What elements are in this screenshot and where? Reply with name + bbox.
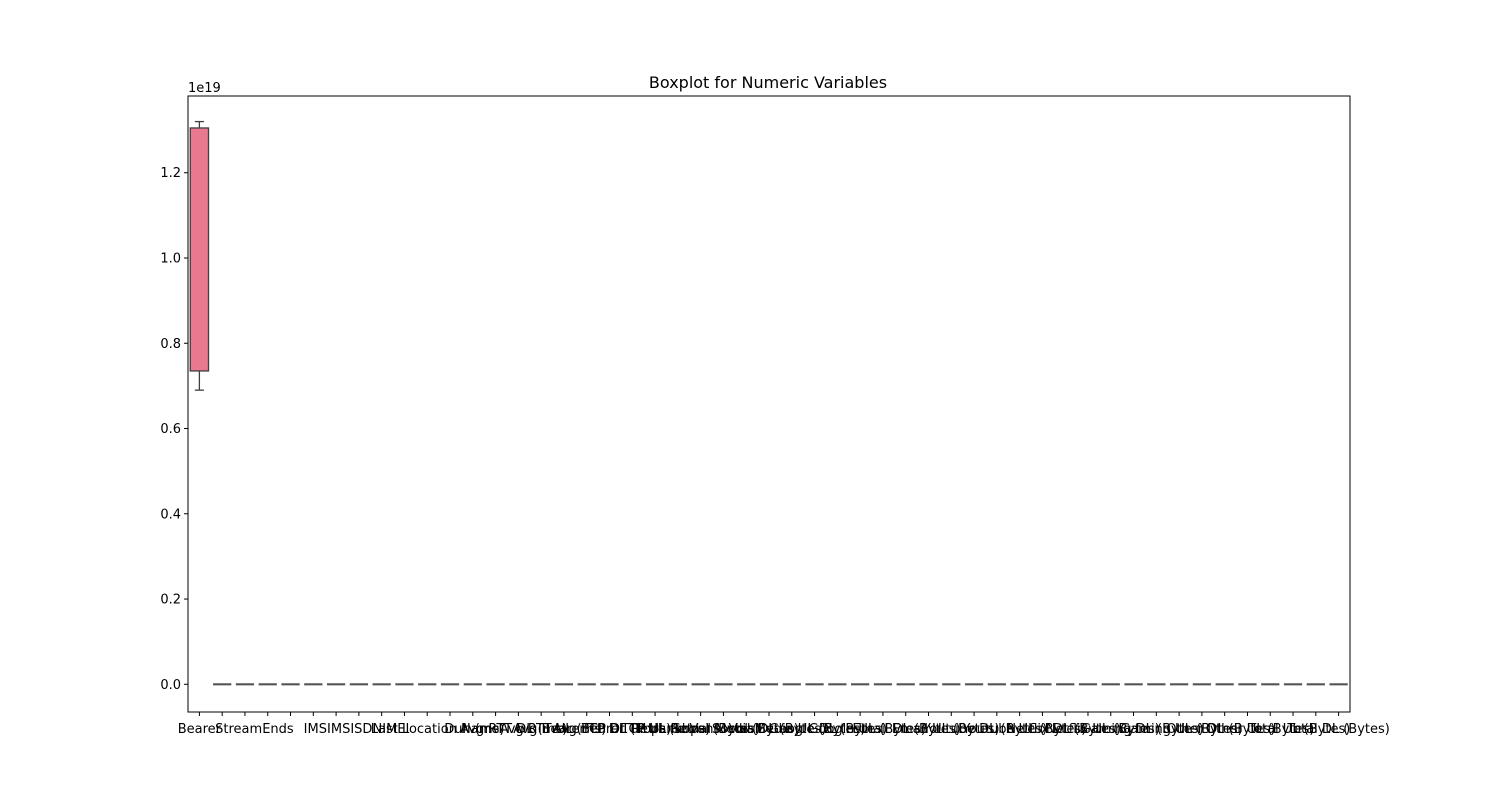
x-tick-label: Last Location Name [371,722,500,737]
y-tick-label: 1.2 [160,166,181,181]
x-tick-label: TCP UL Retrans. Vol (Bytes) [620,722,798,737]
box-series [189,120,1348,686]
box-first-series [189,120,210,391]
y-axis: 0.0 0.2 0.4 0.6 0.8 1.0 1.2 [160,166,188,693]
x-tick-label: Bearer [178,722,222,737]
box-body [189,127,210,372]
x-tick-label: Youtube DL (Bytes) [922,722,1047,737]
x-tick-label: Google DL (Bytes) [769,722,887,737]
x-tick-label: Avg Bearer TP DL (kbps) [513,722,671,737]
x-tick-label: TCP DL Retrans. Vol (Bytes) [581,722,760,737]
x-tick-label: Total DL (Bytes) [1286,722,1390,737]
x-tick-label: Google UL (Bytes) [808,722,926,737]
x-tick-label: Netflix DL (Bytes) [1006,722,1120,737]
x-tick-label: Stream [215,722,262,737]
y-offset-label: 1e19 [188,81,221,96]
x-tick-label: Youtube UL (Bytes) [962,722,1087,737]
x-tick-label: Dur. (ms) [444,722,504,737]
x-tick-label: Netflix UL (Bytes) [1046,722,1160,737]
y-tick-label: 0.2 [160,593,181,608]
y-tick-label: 0.8 [160,337,181,352]
x-tick-label: Avg Bearer TP UL (kbps) [553,722,710,737]
x-tick-label: Avg RTT UL (ms) [500,722,607,737]
x-tick-label: IMSI [304,722,331,737]
x-tick-label: Gaming DL (Bytes) [1081,722,1204,737]
x-tick-label: Ends [262,722,294,737]
chart-title: Boxplot for Numeric Variables [649,73,887,92]
x-tick-label: Gaming UL (Bytes) [1120,722,1242,737]
x-tick-label: Avg RTT DL (ms) [460,722,567,737]
plot-frame [187,95,1351,713]
x-tick-label: Social Media DL (Bytes) [672,722,826,737]
x-tick-label: Other UL (Bytes) [1206,722,1315,737]
y-tick-label: 0.4 [160,507,181,522]
x-tick-label: Other DL (Bytes) [1166,722,1275,737]
y-tick-label: 0.0 [160,678,181,693]
x-tick-label: IMEI [382,722,409,737]
x-tick-label: Email UL (Bytes) [892,722,1000,737]
x-tick-label: Social Media UL (Bytes) [712,722,865,737]
x-tick-label: Total UL (Bytes) [1247,722,1350,737]
y-tick-label: 1.0 [160,251,181,266]
x-tick-label: MSISDN [331,722,382,737]
x-tick-label: Email DL (Bytes) [852,722,960,737]
y-tick-label: 0.6 [160,422,181,437]
